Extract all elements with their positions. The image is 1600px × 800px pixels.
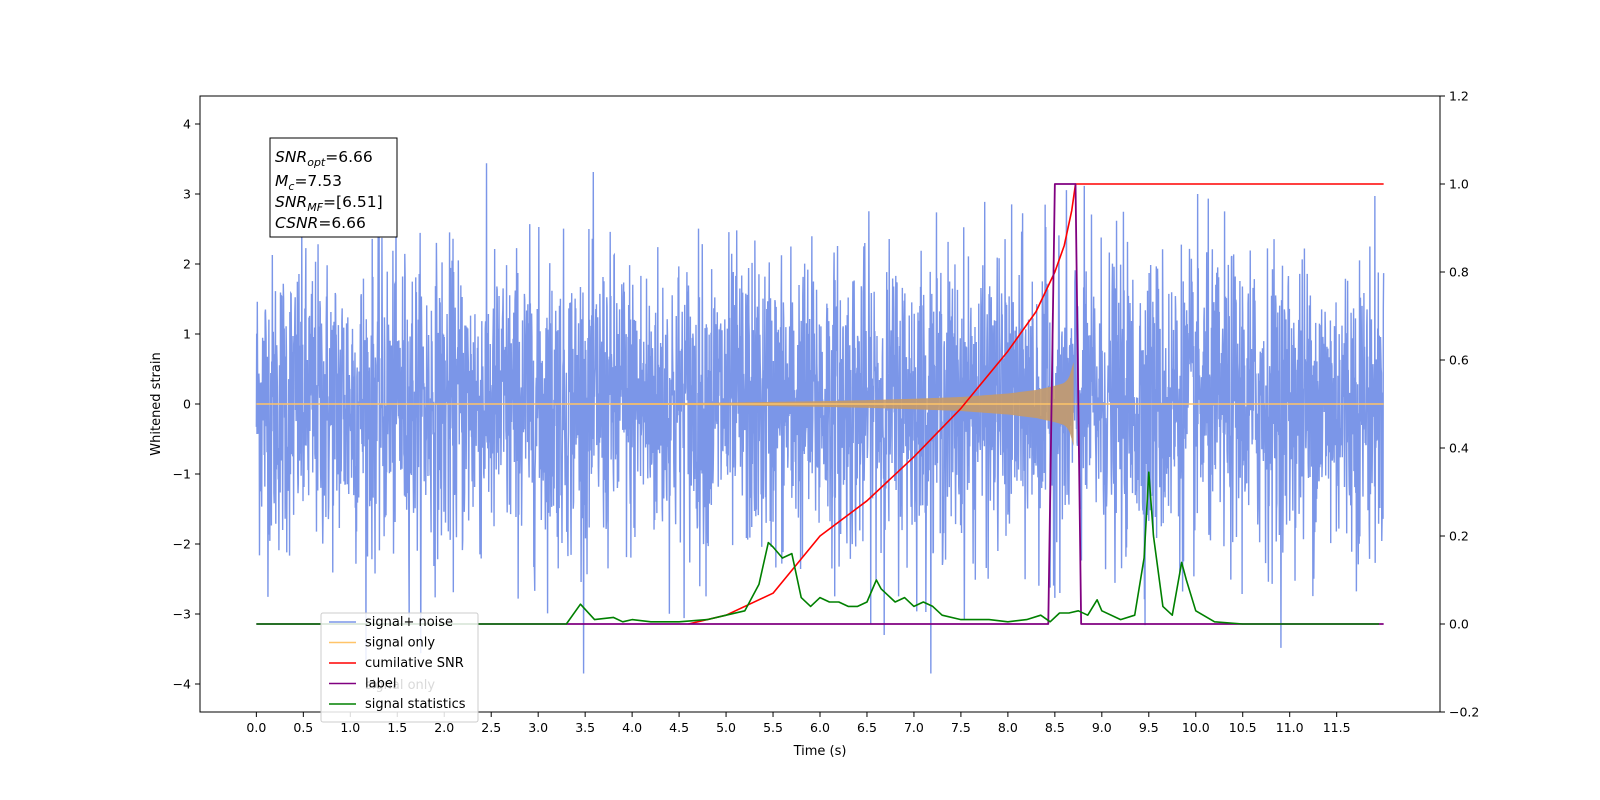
stats-box: SNRopt=6.66 Mc=7.53 SNRMF=[6.51] CSNR=6.… xyxy=(269,137,398,238)
stats-mc: Mc=7.53 xyxy=(275,172,342,193)
y-tick-label: −1 xyxy=(173,467,191,482)
y2-tick-label: 0.4 xyxy=(1449,441,1469,456)
legend-frame xyxy=(320,612,479,723)
stats-csnr-value: =6.66 xyxy=(318,214,366,232)
stats-csnr: CSNR=6.66 xyxy=(275,214,366,232)
x-tick-label: 4.0 xyxy=(622,720,642,735)
stats-mc-value: =7.53 xyxy=(294,172,342,190)
stats-snr-mf-value: =[6.51] xyxy=(323,193,383,211)
x-tick-label: 1.5 xyxy=(387,720,407,735)
y-tick-label: 2 xyxy=(183,257,191,272)
axes-layer: 0.0 0.5 1.0 1.5 2.0 2.5 3.0 3.5 4.0 4.5 5.0 5.5 6.0 6… xyxy=(149,89,1479,760)
stats-snr-opt-main: SNR xyxy=(275,148,307,166)
y2-tick-label: 0.8 xyxy=(1449,265,1469,280)
stats-snr-mf: SNRMF=[6.51] xyxy=(275,193,383,214)
x-tick-label: 0.5 xyxy=(293,720,313,735)
x-tick-label: 11.0 xyxy=(1276,720,1304,735)
series-layer xyxy=(255,163,1385,674)
series-signal-noise xyxy=(255,163,1385,674)
x-tick-label: 1.0 xyxy=(340,720,360,735)
stats-csnr-main: CSNR xyxy=(275,214,318,232)
stats-snr-opt: SNRopt=6.66 xyxy=(275,148,373,169)
x-tick-label: 5.0 xyxy=(716,720,736,735)
x-tick-label: 10.5 xyxy=(1229,720,1257,735)
stats-mc-main: M xyxy=(275,172,288,190)
x-tick-label: 8.0 xyxy=(998,720,1018,735)
x-tick-label: 9.0 xyxy=(1092,720,1112,735)
y2-tick-label: 0.2 xyxy=(1449,529,1469,544)
y2-tick-label: −0.2 xyxy=(1449,705,1479,720)
series-cumulative-snr xyxy=(688,183,1384,625)
stats-snr-opt-value: =6.66 xyxy=(325,148,373,166)
stats-snr-mf-main: SNR xyxy=(275,193,307,211)
x-tick-label: 2.0 xyxy=(434,720,454,735)
y-tick-label: −3 xyxy=(173,607,191,622)
x-tick-label: 8.5 xyxy=(1045,720,1065,735)
legend-entries: signal+ noise signal only cumilative SNR la… xyxy=(329,615,466,712)
x-tick-label: 9.5 xyxy=(1139,720,1159,735)
y-axis-label: Whitened strain xyxy=(149,352,164,455)
x-tick-label: 2.5 xyxy=(481,720,501,735)
x-tick-label: 6.5 xyxy=(857,720,877,735)
y-tick-label: 4 xyxy=(183,117,191,132)
y2-tick-label: 1.0 xyxy=(1449,177,1469,192)
x-tick-label: 7.5 xyxy=(951,720,971,735)
x-tick-label: 3.5 xyxy=(575,720,595,735)
legend-label: cumilative SNR xyxy=(365,656,464,671)
x-tick-label: 11.5 xyxy=(1323,720,1351,735)
stats-snr-mf-sub: MF xyxy=(307,201,323,214)
x-tick-label: 3.0 xyxy=(528,720,548,735)
stats-mc-sub: c xyxy=(288,180,294,193)
x-axis-label: Time (s) xyxy=(793,744,847,759)
y-tick-label: −4 xyxy=(173,677,191,692)
y2-tick-label: 0.6 xyxy=(1449,353,1469,368)
y-tick-label: 1 xyxy=(183,327,191,342)
y-tick-label: −2 xyxy=(173,537,191,552)
x-tick-label: 7.0 xyxy=(904,720,924,735)
stats-snr-opt-sub: opt xyxy=(307,156,326,169)
x-tick-label: 10.0 xyxy=(1182,720,1210,735)
series-label xyxy=(256,183,1384,625)
y2-tick-label: 1.2 xyxy=(1449,89,1469,104)
y2-tick-label: 0.0 xyxy=(1449,617,1469,632)
x-tick-label: 0.0 xyxy=(246,720,266,735)
legend: signal only signal+ noise signal only cumi… xyxy=(320,612,479,723)
legend-label: label xyxy=(365,677,396,692)
x-tick-label: 4.5 xyxy=(669,720,689,735)
legend-label: signal+ noise xyxy=(365,615,453,630)
legend-label: signal only xyxy=(365,636,435,651)
y-tick-label: 0 xyxy=(183,397,191,412)
x-tick-label: 5.5 xyxy=(763,720,783,735)
legend-label: signal statistics xyxy=(365,697,466,712)
stats-box-frame xyxy=(269,137,398,238)
y-tick-label: 3 xyxy=(183,187,191,202)
series-signal-statistics xyxy=(256,471,1379,625)
x-tick-label: 6.0 xyxy=(810,720,830,735)
legend-hidden-label: signal only xyxy=(365,678,435,693)
